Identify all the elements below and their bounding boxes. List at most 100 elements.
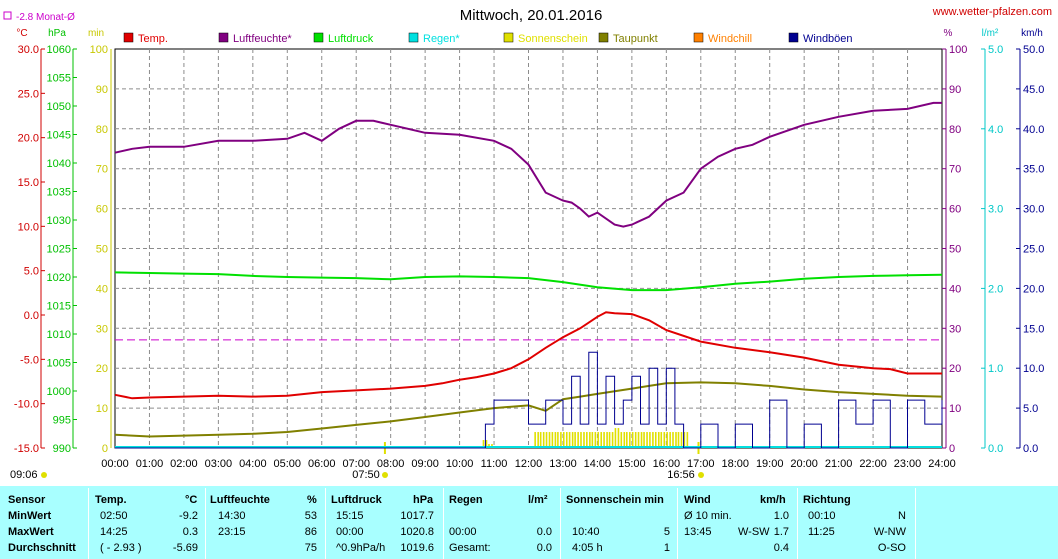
x-tick-label: 22:00 bbox=[859, 458, 887, 470]
table-cell-rain_v: 0.0 bbox=[536, 526, 552, 538]
table-cell-dir_v: N bbox=[898, 510, 906, 522]
header-temp: Temp. bbox=[95, 494, 127, 506]
x-tick-label: 05:00 bbox=[274, 458, 302, 470]
pressure-axis-tick-label: 1025 bbox=[47, 244, 71, 256]
table-cell-dir_v: O-SO bbox=[877, 542, 906, 554]
table-divider bbox=[560, 488, 561, 559]
legend-swatch bbox=[693, 32, 704, 43]
temp-axis-tick-label: -5.0 bbox=[20, 354, 39, 366]
x-tick-label: 23:00 bbox=[894, 458, 922, 470]
sunshine-bar bbox=[652, 432, 654, 448]
table-cell-dir_v: W-NW bbox=[873, 526, 906, 538]
sunshine-bar bbox=[677, 432, 680, 448]
temp-axis-tick-label: 25.0 bbox=[18, 88, 39, 100]
legend-label: Windböen bbox=[803, 33, 853, 45]
table-divider bbox=[443, 488, 444, 559]
table-cell-rain_t: Gesamt: bbox=[449, 542, 491, 554]
temp-axis-tick-label: -10.0 bbox=[14, 399, 39, 411]
sunshine-bar bbox=[539, 432, 542, 448]
sunshine-bar bbox=[542, 432, 545, 448]
table-cell-wind_v: 1.7 bbox=[773, 526, 789, 538]
table-cell-wind_v: 0.4 bbox=[773, 542, 789, 554]
legend-label: Luftdruck bbox=[328, 33, 374, 45]
sunshine-bar bbox=[597, 432, 600, 448]
table-cell-label: Durchschnitt bbox=[8, 542, 76, 554]
percent-axis-tick-label: 30 bbox=[949, 323, 961, 335]
table-cell-dir_t: 11:25 bbox=[808, 526, 835, 538]
table-divider bbox=[915, 488, 916, 559]
sunshine-bar bbox=[614, 428, 617, 448]
table-cell-rain_t: 00:00 bbox=[449, 526, 477, 538]
header-direction: Richtung bbox=[803, 494, 851, 506]
table-cell-temp_t: 02:50 bbox=[100, 510, 128, 522]
rain-unit: l/m² bbox=[982, 28, 999, 39]
sunshine-bar bbox=[675, 432, 677, 448]
temp-axis-tick-label: 30.0 bbox=[18, 44, 39, 56]
sunshine-bar bbox=[591, 432, 594, 448]
table-cell-label: MaxWert bbox=[8, 526, 54, 538]
series-line-taupunkt bbox=[114, 381, 943, 438]
sunshine-bar bbox=[600, 432, 603, 448]
table-cell-press_t: ^0.9hPa/h bbox=[336, 542, 386, 554]
table-cell-hum_t: 14:30 bbox=[218, 510, 246, 522]
sunshine-bar bbox=[608, 432, 611, 448]
table-cell-label: MinWert bbox=[8, 510, 52, 522]
table-cell-wind_t: 13:45 bbox=[684, 526, 712, 538]
table-cell-press_v: 1019.6 bbox=[400, 542, 434, 554]
sunshine-bar bbox=[545, 432, 548, 448]
sunrise-marker: 07:50 bbox=[352, 469, 380, 481]
sunshine-bar bbox=[562, 432, 565, 448]
wind-axis-tick-label: 20.0 bbox=[1023, 283, 1044, 295]
sunshine-bar bbox=[660, 432, 663, 448]
x-tick-label: 03:00 bbox=[205, 458, 233, 470]
header-pressure: Luftdruck bbox=[331, 494, 382, 506]
x-tick-label: 16:00 bbox=[653, 458, 681, 470]
minutes-axis-tick-label: 30 bbox=[96, 323, 108, 335]
left-time-marker: 09:06 bbox=[10, 469, 38, 481]
minutes-axis-tick-label: 100 bbox=[90, 44, 108, 56]
legend-label: Regen* bbox=[423, 33, 460, 45]
rain-axis-tick-label: 4.0 bbox=[988, 124, 1003, 136]
sunshine-bar bbox=[589, 432, 591, 448]
website-link[interactable]: www.wetter-pfalzen.com bbox=[932, 6, 1052, 18]
sunshine-bar bbox=[557, 432, 559, 448]
x-tick-label: 18:00 bbox=[721, 458, 749, 470]
pressure-axis-tick-label: 1045 bbox=[47, 130, 71, 142]
sunset-marker: 16:56 bbox=[667, 469, 695, 481]
temp-axis-tick-label: -15.0 bbox=[14, 443, 39, 455]
legend-label: Temp. bbox=[138, 33, 168, 45]
table-divider bbox=[797, 488, 798, 559]
sunshine-bar bbox=[666, 432, 668, 448]
x-tick-label: 04:00 bbox=[239, 458, 267, 470]
sunshine-bar bbox=[680, 432, 683, 448]
pressure-axis-tick-label: 1040 bbox=[47, 158, 71, 170]
rain-axis-tick-label: 2.0 bbox=[988, 283, 1003, 295]
percent-axis-tick-label: 90 bbox=[949, 84, 961, 96]
header-rain: Regen bbox=[449, 494, 483, 506]
sunshine-bar bbox=[629, 432, 631, 448]
rain-axis-tick-label: 5.0 bbox=[988, 44, 1003, 56]
sunshine-bar bbox=[537, 432, 539, 448]
sunshine-bar bbox=[583, 432, 585, 448]
percent-axis-tick-label: 100 bbox=[949, 44, 967, 56]
table-cell-wind_t: Ø 10 min. bbox=[684, 510, 732, 522]
series-line-luftfeuchte bbox=[114, 101, 942, 228]
x-tick-label: 19:00 bbox=[756, 458, 784, 470]
sunshine-bar bbox=[551, 432, 554, 448]
sunshine-bar bbox=[663, 432, 666, 448]
chart-title: Mittwoch, 20.01.2016 bbox=[460, 7, 603, 24]
header-pressure-unit: hPa bbox=[413, 494, 434, 506]
legend-swatch bbox=[788, 32, 799, 43]
minutes-axis-tick-label: 0 bbox=[102, 443, 108, 455]
x-tick-label: 12:00 bbox=[515, 458, 543, 470]
series-line-luftdruck bbox=[114, 271, 943, 292]
sunset-dot bbox=[698, 472, 704, 478]
sunshine-bar bbox=[560, 432, 562, 448]
sunshine-bar bbox=[669, 432, 671, 448]
pressure-axis-tick-label: 990 bbox=[53, 443, 71, 455]
sunshine-bar bbox=[686, 432, 689, 448]
wind-axis-tick-label: 30.0 bbox=[1023, 204, 1044, 216]
sunshine-bar bbox=[548, 432, 551, 448]
wind-axis-tick-label: 5.0 bbox=[1023, 403, 1038, 415]
table-cell-press_v: 1020.8 bbox=[400, 526, 434, 538]
